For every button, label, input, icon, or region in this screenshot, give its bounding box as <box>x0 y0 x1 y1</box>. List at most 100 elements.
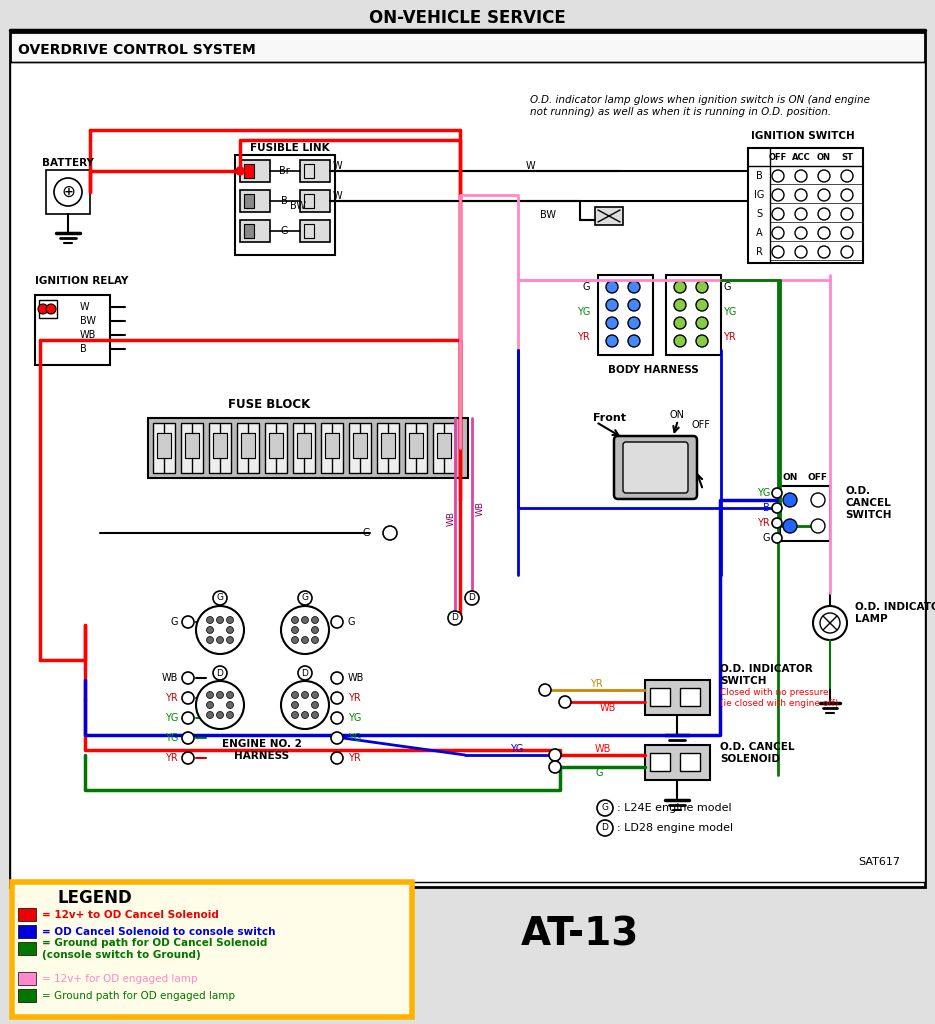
Text: BW: BW <box>290 201 306 211</box>
Text: S: S <box>755 209 762 219</box>
Text: OFF: OFF <box>691 420 710 430</box>
Circle shape <box>818 227 830 239</box>
Bar <box>241 433 255 458</box>
Text: YG: YG <box>756 488 770 498</box>
Text: YG: YG <box>510 744 524 754</box>
Bar <box>325 433 339 458</box>
Bar <box>780 486 830 541</box>
Text: W: W <box>80 302 90 312</box>
Circle shape <box>818 246 830 258</box>
Text: ON: ON <box>783 473 798 482</box>
Circle shape <box>841 227 853 239</box>
Circle shape <box>795 170 807 182</box>
Circle shape <box>298 666 312 680</box>
Circle shape <box>841 208 853 220</box>
Circle shape <box>772 518 782 528</box>
Bar <box>10 62 925 882</box>
Circle shape <box>292 616 298 624</box>
Text: G: G <box>763 534 770 543</box>
Bar <box>12 882 412 1017</box>
Text: = Ground path for OD Cancel Solenoid
(console switch to Ground): = Ground path for OD Cancel Solenoid (co… <box>42 938 267 959</box>
Circle shape <box>182 732 194 744</box>
Text: G: G <box>601 804 609 812</box>
Text: G: G <box>217 594 223 602</box>
Text: D: D <box>468 594 475 602</box>
Circle shape <box>301 712 309 719</box>
Bar <box>381 433 395 458</box>
Text: OFF: OFF <box>769 154 787 163</box>
Bar <box>148 418 468 478</box>
Text: Front: Front <box>593 413 626 423</box>
Bar <box>244 164 254 178</box>
Bar <box>297 433 311 458</box>
Circle shape <box>292 627 298 634</box>
Bar <box>650 688 670 706</box>
Circle shape <box>207 627 213 634</box>
Text: : L24E engine model: : L24E engine model <box>617 803 731 813</box>
Bar <box>153 423 175 473</box>
Text: G: G <box>723 282 730 292</box>
Circle shape <box>311 712 319 719</box>
Text: D: D <box>302 669 309 678</box>
Text: YR: YR <box>590 679 603 689</box>
Text: B: B <box>755 171 762 181</box>
Circle shape <box>772 503 782 513</box>
Text: ON: ON <box>817 154 831 163</box>
Circle shape <box>841 189 853 201</box>
Circle shape <box>539 684 551 696</box>
Circle shape <box>46 304 56 314</box>
Circle shape <box>226 712 234 719</box>
Text: YG: YG <box>348 733 361 743</box>
Text: W: W <box>525 161 535 171</box>
Text: G: G <box>595 768 602 778</box>
Circle shape <box>298 591 312 605</box>
Bar <box>680 688 700 706</box>
Text: FUSIBLE LINK: FUSIBLE LINK <box>251 143 330 153</box>
Bar <box>46 170 90 214</box>
Circle shape <box>226 691 234 698</box>
Bar <box>405 423 427 473</box>
Text: WB: WB <box>600 703 616 713</box>
Bar <box>666 275 721 355</box>
Circle shape <box>597 820 613 836</box>
Circle shape <box>207 712 213 719</box>
Bar <box>650 753 670 771</box>
Bar <box>209 423 231 473</box>
Text: AT-13: AT-13 <box>521 916 640 954</box>
Circle shape <box>448 611 462 625</box>
Circle shape <box>674 335 686 347</box>
Circle shape <box>628 335 640 347</box>
Bar <box>598 275 653 355</box>
Text: SAT617: SAT617 <box>858 857 900 867</box>
FancyBboxPatch shape <box>614 436 697 499</box>
Circle shape <box>772 488 782 498</box>
Text: A: A <box>755 228 762 238</box>
Circle shape <box>606 317 618 329</box>
Bar <box>377 423 399 473</box>
Text: WB: WB <box>80 330 96 340</box>
Text: FUSE BLOCK: FUSE BLOCK <box>228 397 310 411</box>
Circle shape <box>281 606 329 654</box>
Text: WB: WB <box>447 511 455 525</box>
Text: YG: YG <box>165 733 178 743</box>
Text: ⊕: ⊕ <box>61 183 75 201</box>
Circle shape <box>207 616 213 624</box>
Bar <box>300 160 330 182</box>
Text: WB: WB <box>595 744 611 754</box>
Text: O.D.
CANCEL
SWITCH: O.D. CANCEL SWITCH <box>845 486 891 519</box>
Circle shape <box>301 691 309 698</box>
Circle shape <box>311 691 319 698</box>
Text: = 12v+ to OD Cancel Solenoid: = 12v+ to OD Cancel Solenoid <box>42 910 219 920</box>
Text: YG: YG <box>723 307 737 317</box>
Text: O.D. CANCEL
SOLENOID: O.D. CANCEL SOLENOID <box>720 742 795 764</box>
Text: W: W <box>333 161 342 171</box>
FancyBboxPatch shape <box>623 442 688 493</box>
Bar <box>181 423 203 473</box>
Circle shape <box>182 712 194 724</box>
Bar <box>645 680 710 715</box>
Circle shape <box>301 616 309 624</box>
Text: R: R <box>755 247 762 257</box>
Circle shape <box>38 304 48 314</box>
Circle shape <box>331 732 343 744</box>
Text: Closed with no pressure
(ie closed with engine off): Closed with no pressure (ie closed with … <box>720 688 839 708</box>
